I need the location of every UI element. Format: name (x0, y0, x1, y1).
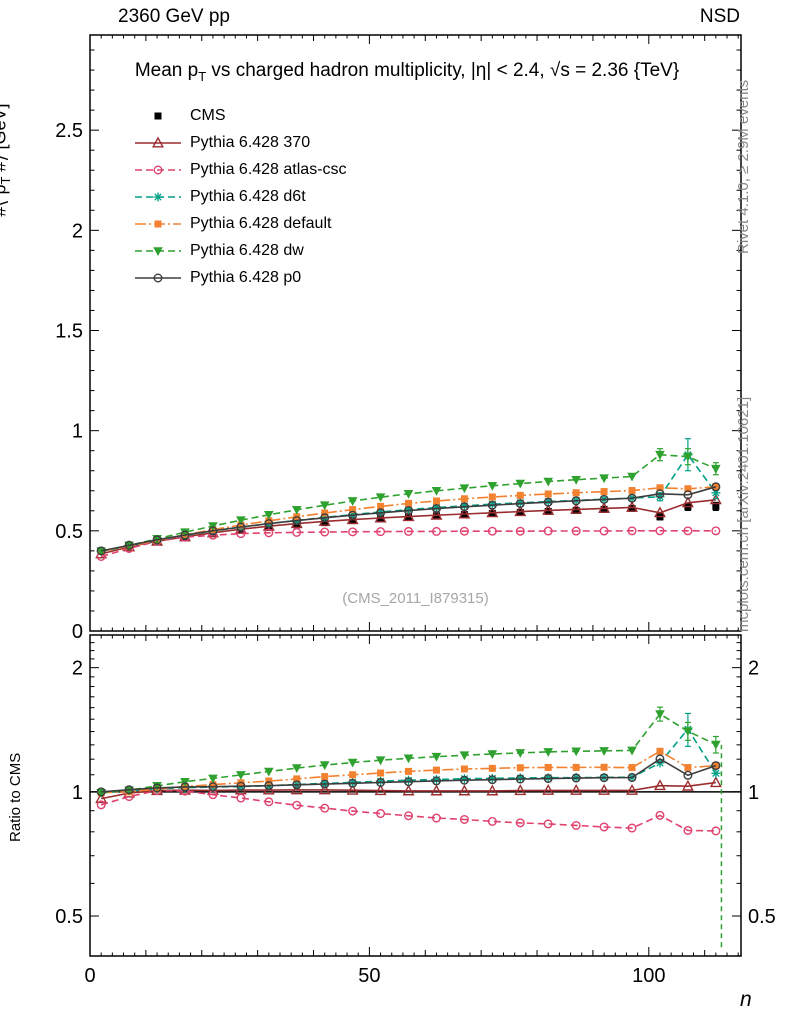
svg-text:1: 1 (748, 782, 759, 804)
analysis-watermark: (CMS_2011_I879315) (342, 590, 489, 607)
legend-item-4: Pythia 6.428 default (134, 210, 347, 237)
ratio-y-axis-label: Ratio to CMS (7, 752, 24, 842)
nsd-label: NSD (699, 6, 740, 27)
legend-label: Pythia 6.428 d6t (190, 187, 306, 205)
legend-item-3: Pythia 6.428 d6t (134, 183, 347, 210)
svg-text:0: 0 (84, 965, 95, 987)
plot-title: Mean pT vs charged hadron multiplicity, … (68, 60, 746, 84)
legend-label: Pythia 6.428 atlas-csc (190, 160, 347, 178)
legend-swatch (135, 272, 181, 282)
svg-text:0.5: 0.5 (748, 906, 776, 928)
legend: CMS Pythia 6.428 370 Pythia 6.428 atlas-cs… (134, 102, 347, 291)
legend-item-1: Pythia 6.428 370 (134, 129, 347, 156)
ylabel-pre: #⟨ p (0, 185, 10, 217)
svg-text:1: 1 (72, 782, 83, 804)
title-pre: Mean p (134, 60, 199, 81)
svg-text:1.5: 1.5 (55, 320, 83, 342)
main-y-axis-label: #⟨ pT #⟩ [GeV] (0, 104, 16, 217)
legend-label: Pythia 6.428 default (190, 214, 332, 232)
legend-swatch (135, 220, 181, 227)
rivet-version-note: Rivet 4.1.0, ≥ 2.9M events (735, 79, 752, 254)
ylabel-sub: T (0, 177, 13, 185)
svg-text:0.5: 0.5 (55, 521, 83, 543)
x-axis-label: n (740, 988, 752, 1011)
legend-item-5: Pythia 6.428 dw (134, 237, 347, 264)
legend-label: Pythia 6.428 370 (190, 133, 311, 151)
beam-energy-label: 2360 GeV pp (118, 6, 230, 27)
svg-text:2.5: 2.5 (55, 120, 83, 142)
svg-text:50: 50 (358, 965, 380, 987)
svg-text:2: 2 (72, 220, 83, 242)
legend-swatch (135, 192, 181, 201)
legend-swatch (135, 246, 181, 256)
legend-swatch (135, 164, 181, 174)
title-sub: T (198, 68, 207, 84)
legend-swatch (154, 112, 162, 119)
legend-swatch (135, 136, 181, 147)
mcplots-citation-note: mcplots.cern.ch [arXiv:2401.10621] (735, 396, 752, 632)
legend-label: Pythia 6.428 dw (190, 241, 304, 259)
legend-label: Pythia 6.428 p0 (190, 268, 302, 286)
ylabel-post: #⟩ [GeV] (0, 103, 10, 172)
svg-text:2: 2 (72, 658, 83, 680)
legend-label: CMS (190, 106, 226, 124)
legend-item-2: Pythia 6.428 atlas-csc (134, 156, 347, 183)
title-post: vs charged hadron multiplicity, |η| < 2.… (206, 60, 680, 81)
svg-text:100: 100 (632, 965, 665, 987)
svg-text:1: 1 (72, 421, 83, 443)
legend-item-0: CMS (134, 102, 347, 129)
svg-text:2: 2 (748, 658, 759, 680)
svg-text:0: 0 (72, 621, 83, 643)
svg-text:0.5: 0.5 (55, 906, 83, 928)
legend-item-6: Pythia 6.428 p0 (134, 264, 347, 291)
